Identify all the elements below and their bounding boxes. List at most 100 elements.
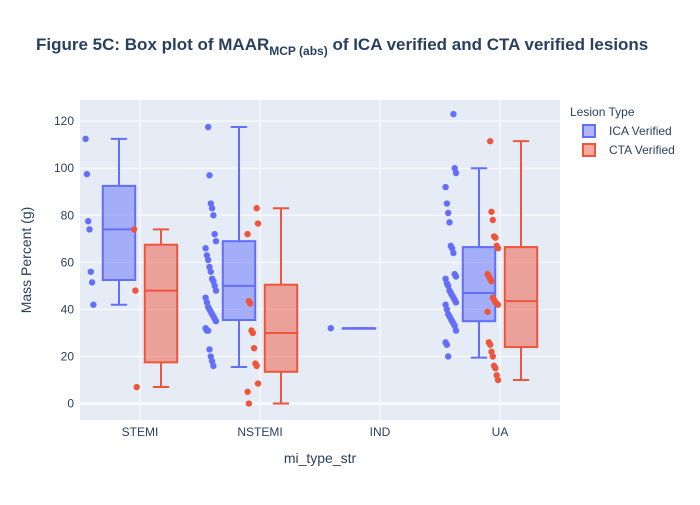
data-point <box>442 183 449 191</box>
data-point <box>90 301 97 308</box>
box-ica-verified-ind <box>327 325 377 332</box>
data-point <box>445 353 452 360</box>
data-point <box>452 327 460 334</box>
data-points <box>202 123 220 370</box>
data-point <box>249 329 256 337</box>
y-tick-label-80: 80 <box>61 208 75 222</box>
data-point <box>202 245 209 252</box>
data-point <box>445 209 452 217</box>
data-point <box>487 341 494 348</box>
data-point <box>443 200 451 207</box>
y-tick-label-100: 100 <box>54 161 74 175</box>
data-point <box>206 346 213 353</box>
legend-item-ica-verified[interactable]: ICA Verified <box>582 124 672 138</box>
data-point <box>245 400 253 407</box>
data-point <box>87 268 95 275</box>
box-body <box>503 246 539 349</box>
y-axis-title: Mass Percent (g) <box>18 207 34 314</box>
box-cta-verified-stemi <box>130 226 179 391</box>
data-point <box>443 341 451 348</box>
legend-title: Lesion Type <box>570 105 635 119</box>
chart-title: Figure 5C: Box plot of MAARMCP (abs) of … <box>36 35 648 58</box>
data-point <box>207 268 214 275</box>
box-body <box>221 240 257 321</box>
series-cta-verified <box>130 137 539 407</box>
data-points <box>442 110 460 360</box>
data-point <box>212 287 220 294</box>
data-point <box>492 365 499 372</box>
series-ica-verified <box>82 110 497 370</box>
data-point <box>494 245 502 252</box>
data-point <box>450 110 457 118</box>
data-point <box>327 325 334 332</box>
x-tick-label-ind: IND <box>370 425 391 439</box>
data-point <box>210 362 217 370</box>
box-cta-verified-ua <box>484 137 539 384</box>
data-point <box>82 135 89 143</box>
data-points <box>327 325 334 332</box>
data-point <box>83 170 91 178</box>
data-point <box>253 362 260 370</box>
data-point <box>130 226 138 233</box>
box-ica-verified-nstemi <box>202 123 257 370</box>
data-point <box>452 273 460 280</box>
data-points <box>484 137 502 384</box>
data-point <box>206 172 213 179</box>
x-axis-title: mi_type_str <box>284 450 357 466</box>
data-point <box>488 208 495 215</box>
legend-label-cta-verified: CTA Verified <box>609 143 675 157</box>
legend-swatch-ica-verified <box>582 124 596 138</box>
data-point <box>494 301 502 308</box>
legend[interactable]: Lesion Type ICA Verified CTA Verified <box>570 105 675 157</box>
data-point <box>452 169 460 177</box>
data-point <box>244 388 251 395</box>
data-point <box>205 256 212 264</box>
data-point <box>205 123 212 131</box>
y-tick-labels: 0 20 40 60 80 100 120 <box>54 114 74 410</box>
data-point <box>450 249 457 257</box>
legend-item-cta-verified[interactable]: CTA Verified <box>582 143 675 157</box>
data-point <box>205 327 212 334</box>
legend-swatch-cta-verified <box>582 143 596 157</box>
box-ica-verified-ua <box>442 110 497 360</box>
data-point <box>212 317 220 325</box>
data-points <box>130 226 140 391</box>
legend-label-ica-verified: ICA Verified <box>609 124 672 138</box>
x-tick-label-stemi: STEMI <box>122 425 159 439</box>
data-point <box>492 234 499 241</box>
x-tick-label-ua: UA <box>492 425 509 439</box>
data-points <box>82 135 97 308</box>
y-tick-label-40: 40 <box>61 302 75 316</box>
data-point <box>489 353 496 360</box>
data-point <box>253 205 260 212</box>
data-point <box>210 212 217 219</box>
box-body <box>143 243 179 364</box>
x-tick-label-nstemi: NSTEMI <box>237 425 282 439</box>
data-point <box>446 219 453 226</box>
data-point <box>244 230 251 238</box>
data-point <box>85 217 92 225</box>
box-body <box>101 184 137 281</box>
data-point <box>452 299 460 306</box>
data-point <box>254 220 262 227</box>
data-point <box>86 226 93 233</box>
data-point <box>250 345 258 352</box>
data-point <box>211 230 218 238</box>
data-point <box>247 300 254 307</box>
data-point <box>133 383 140 391</box>
y-tick-label-20: 20 <box>61 349 75 363</box>
data-point <box>484 308 491 315</box>
data-point <box>88 279 96 286</box>
data-point <box>489 216 496 224</box>
data-point <box>494 376 502 384</box>
data-point <box>487 137 494 145</box>
data-point <box>254 380 262 387</box>
box-ica-verified-stemi <box>82 135 137 308</box>
box-body <box>461 246 497 323</box>
x-tick-labels: STEMI NSTEMI IND UA <box>122 425 509 439</box>
data-point <box>488 277 495 285</box>
y-tick-label-0: 0 <box>67 397 74 411</box>
box-body <box>263 283 299 373</box>
data-point <box>212 237 220 245</box>
